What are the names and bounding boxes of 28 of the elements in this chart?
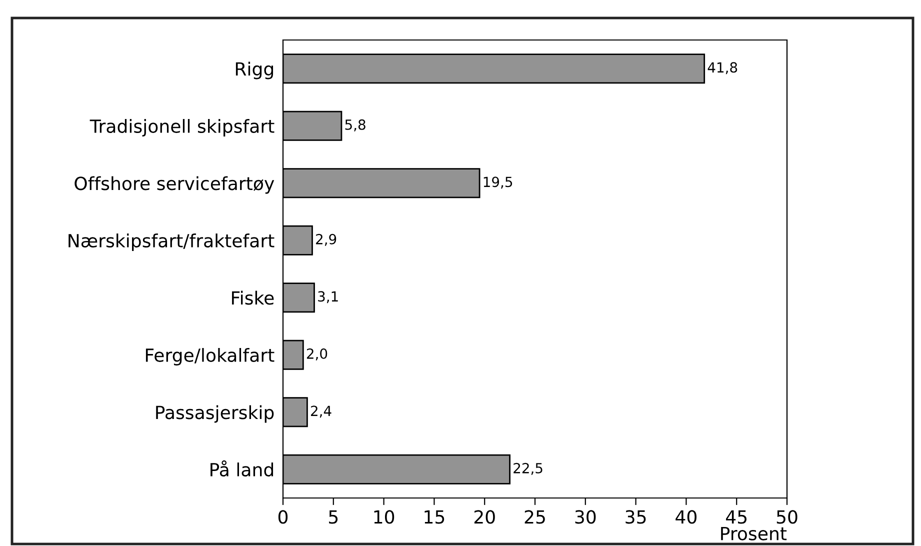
x-tick-label: 0	[278, 510, 288, 524]
data-label: 2,4	[310, 406, 332, 418]
y-tick-label: Ferge/lokalfart	[146, 348, 274, 366]
y-tick-label: Passasjerskip	[156, 405, 274, 423]
y-tick-label: Fiske	[232, 290, 274, 305]
x-tick-label: 50	[776, 510, 798, 524]
x-tick-label: 15	[424, 510, 444, 524]
y-tick-label: På land	[210, 460, 274, 476]
x-tick-label: 10	[374, 510, 394, 524]
x-tick-label: 20	[474, 510, 495, 524]
y-tick-label: Rigg	[236, 62, 274, 80]
data-label: 3,1	[318, 291, 338, 304]
x-tick-label: 40	[676, 510, 696, 524]
y-tick-label: Offshore servicefartøy	[74, 176, 274, 194]
x-tick-label: 45	[726, 510, 747, 524]
data-label: 2,0	[306, 348, 328, 360]
x-tick-label: 30	[575, 510, 596, 524]
x-tick-label: 35	[626, 510, 646, 524]
data-label: 41,8	[708, 62, 738, 74]
data-label: 22,5	[514, 462, 542, 475]
data-label: 19,5	[484, 176, 512, 189]
y-tick-label: Nærskipsfart/fraktefart	[68, 234, 274, 251]
data-label: 5,8	[345, 119, 366, 132]
x-axis-title: Prosent	[721, 526, 787, 540]
y-tick-label: Tradisjonell skipsfart	[90, 119, 274, 136]
x-tick-label: 5	[329, 510, 338, 524]
data-label: 2,9	[316, 234, 336, 246]
x-tick-label: 25	[524, 510, 545, 524]
